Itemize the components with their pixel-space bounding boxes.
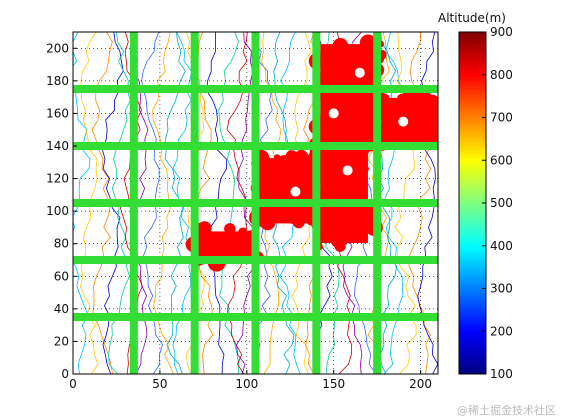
highlighted-region [376, 88, 438, 149]
y-tick-label: 120 [46, 172, 69, 186]
green-grid-lines [73, 32, 438, 374]
x-tick-label: 50 [152, 377, 167, 391]
colorbar-title: Altitude(m) [438, 11, 506, 25]
region-gap [290, 186, 301, 197]
colorbar-tick-label: 700 [490, 111, 513, 125]
axis-ticks: 0 50 100 150 200 0 20 40 60 80 100 120 140 160 180 200 [46, 41, 432, 391]
y-tick-label: 200 [46, 41, 69, 55]
y-tick-label: 60 [54, 269, 69, 283]
colorbar-tick-label: 100 [490, 367, 513, 381]
region-gap [354, 67, 365, 78]
y-tick-label: 140 [46, 139, 69, 153]
region-gap [342, 165, 353, 176]
colorbar-tick-label: 400 [490, 239, 513, 253]
x-tick-label: 200 [409, 377, 432, 391]
x-tick-label: 150 [322, 377, 345, 391]
colorbar-tick-label: 600 [490, 153, 513, 167]
watermark: @稀土掘金技术社区 [457, 403, 556, 417]
colorbar-tick-label: 800 [490, 68, 513, 82]
x-tick-label: 100 [235, 377, 258, 391]
y-tick-label: 0 [61, 367, 69, 381]
y-tick-label: 20 [54, 334, 69, 348]
colorbar [458, 31, 487, 375]
colorbar-tick-label: 200 [490, 324, 513, 338]
x-tick-label: 0 [69, 377, 77, 391]
colorbar-tick-label: 300 [490, 282, 513, 296]
y-tick-label: 40 [54, 302, 69, 316]
y-tick-label: 80 [54, 237, 69, 251]
colorbar-tick-label: 500 [490, 196, 513, 210]
y-tick-label: 180 [46, 74, 69, 88]
region-gap [328, 108, 339, 119]
colorbar-ticks: 100 200 300 400 500 600 700 800 900 [482, 25, 513, 381]
colorbar-tick-label: 900 [490, 25, 513, 39]
region-gap [398, 116, 409, 127]
y-tick-label: 160 [46, 106, 69, 120]
y-tick-label: 100 [46, 204, 69, 218]
plot-frame [72, 31, 439, 375]
